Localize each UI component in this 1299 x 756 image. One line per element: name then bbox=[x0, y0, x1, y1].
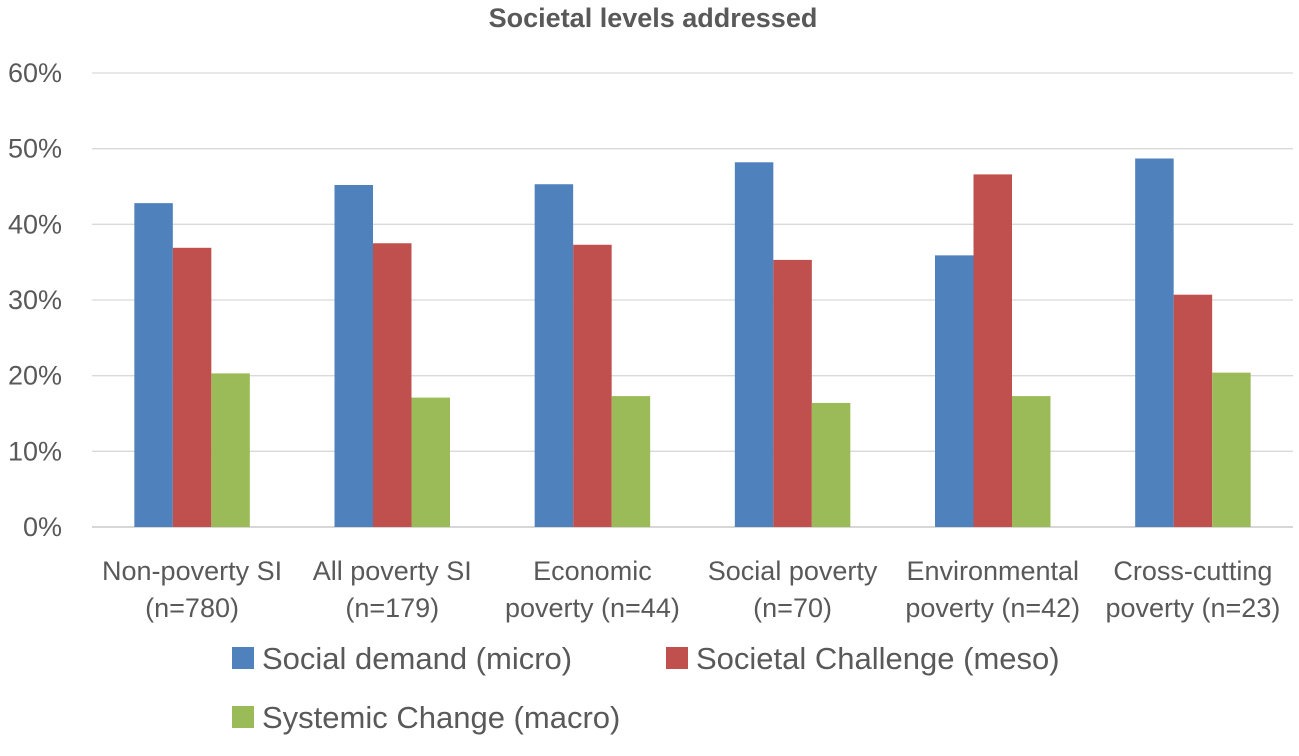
bar-group bbox=[935, 174, 1051, 528]
chart-title: Societal levels addressed bbox=[489, 3, 818, 33]
bar-group bbox=[134, 203, 250, 528]
legend-swatch bbox=[666, 647, 688, 669]
y-tick-label: 40% bbox=[8, 209, 62, 239]
x-category-label: All poverty SI bbox=[313, 556, 472, 586]
bar-societal-challenge-meso bbox=[973, 174, 1012, 528]
bar-societal-challenge-meso bbox=[373, 243, 412, 527]
legend: Social demand (micro) Societal Challenge … bbox=[232, 641, 1060, 735]
bar-social-demand-micro bbox=[134, 203, 173, 527]
x-category-label: Cross-cutting bbox=[1113, 556, 1272, 586]
bars bbox=[134, 158, 1251, 528]
bar-systemic-change-macro bbox=[611, 396, 651, 527]
legend-label: Social demand (micro) bbox=[262, 641, 572, 676]
bar-group bbox=[734, 162, 851, 527]
bar-societal-challenge-meso bbox=[172, 247, 212, 528]
y-tick-label: 60% bbox=[8, 58, 62, 88]
x-category-label: poverty (n=42) bbox=[905, 593, 1080, 623]
bar-societal-challenge-meso bbox=[773, 259, 812, 527]
x-category-label: (n=70) bbox=[753, 593, 832, 623]
x-category-label: poverty (n=44) bbox=[505, 593, 680, 623]
bar-systemic-change-macro bbox=[211, 373, 250, 527]
legend-item: Social demand (micro) bbox=[232, 641, 572, 676]
gridlines bbox=[92, 72, 1293, 528]
y-tick-label: 0% bbox=[23, 512, 62, 542]
y-axis-ticks: 0% 10% 20% 30% 40% 50% 60% bbox=[8, 58, 62, 542]
x-category-label: (n=179) bbox=[345, 593, 439, 623]
bar-group bbox=[1135, 158, 1251, 527]
legend-swatch bbox=[232, 706, 254, 728]
x-category-label: poverty (n=23) bbox=[1105, 593, 1280, 623]
x-category-label: Economic bbox=[533, 556, 652, 586]
bar-systemic-change-macro bbox=[411, 397, 450, 527]
legend-item: Societal Challenge (meso) bbox=[666, 641, 1060, 676]
legend-label: Systemic Change (macro) bbox=[262, 700, 620, 735]
x-category-label: (n=780) bbox=[145, 593, 239, 623]
bar-social-demand-micro bbox=[334, 184, 373, 527]
x-category-label: Environmental bbox=[906, 556, 1079, 586]
bar-group bbox=[334, 184, 450, 527]
y-tick-label: 50% bbox=[8, 134, 62, 164]
bar-group bbox=[534, 184, 651, 528]
legend-label: Societal Challenge (meso) bbox=[696, 641, 1060, 676]
y-tick-label: 20% bbox=[8, 361, 62, 391]
bar-systemic-change-macro bbox=[1012, 396, 1051, 527]
bar-social-demand-micro bbox=[935, 255, 974, 527]
bar-social-demand-micro bbox=[734, 162, 774, 527]
y-tick-label: 30% bbox=[8, 285, 62, 315]
bar-societal-challenge-meso bbox=[573, 244, 612, 527]
x-category-label: Non-poverty SI bbox=[102, 556, 282, 586]
bar-systemic-change-macro bbox=[811, 402, 851, 527]
bar-societal-challenge-meso bbox=[1173, 294, 1213, 527]
x-axis-categories: Non-poverty SI (n=780) All poverty SI (n=17… bbox=[102, 556, 1280, 623]
legend-item: Systemic Change (macro) bbox=[232, 700, 620, 735]
bar-social-demand-micro bbox=[1135, 158, 1174, 527]
y-tick-label: 10% bbox=[8, 436, 62, 466]
legend-swatch bbox=[232, 647, 254, 669]
x-category-label: Social poverty bbox=[708, 556, 878, 586]
bar-social-demand-micro bbox=[534, 184, 574, 528]
bar-systemic-change-macro bbox=[1212, 372, 1251, 527]
